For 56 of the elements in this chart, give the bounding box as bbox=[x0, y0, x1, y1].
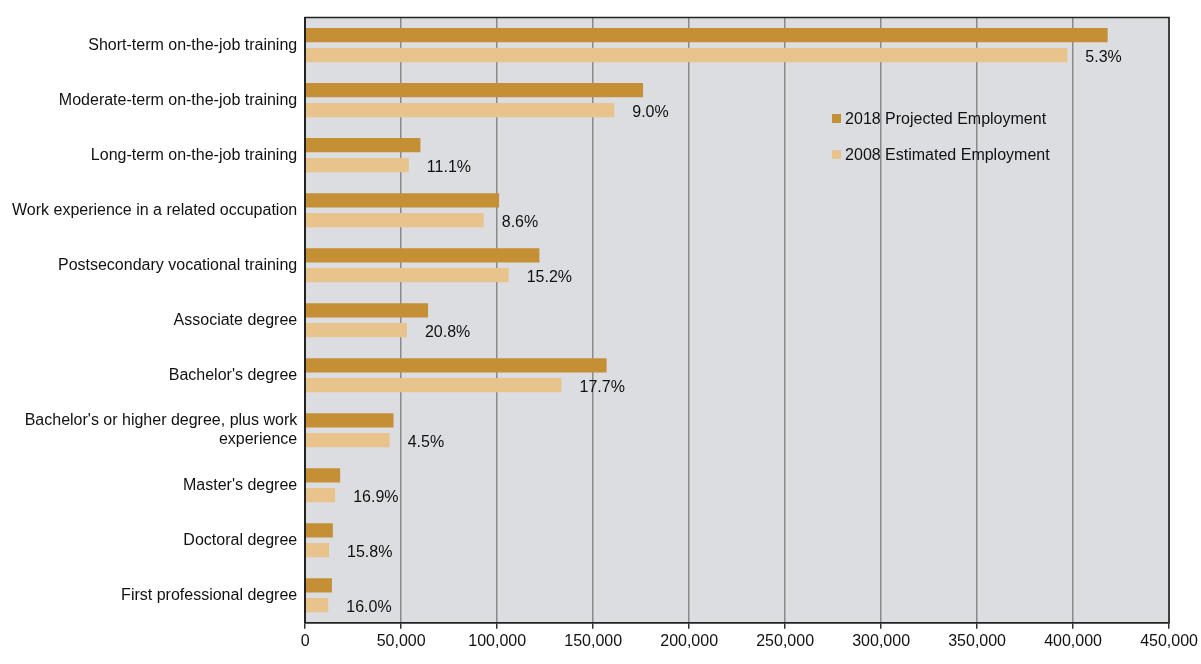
y-tick-label: Doctoral degree bbox=[183, 530, 298, 548]
annotation: 9.0% bbox=[632, 102, 669, 120]
bar bbox=[305, 47, 1068, 63]
x-tick-label: 0 bbox=[300, 631, 310, 649]
bar bbox=[305, 102, 615, 118]
bar bbox=[305, 523, 333, 538]
x-tick-label: 300,000 bbox=[852, 631, 911, 649]
annotation: 8.6% bbox=[501, 212, 539, 230]
legend-label: 2008 Estimated Employment bbox=[845, 145, 1050, 164]
annotation: 16.0% bbox=[346, 597, 392, 615]
y-tick-label: Associate degree bbox=[173, 310, 298, 328]
y-tick-label: Postsecondary vocational training bbox=[57, 255, 298, 273]
x-tick-label: 450,000 bbox=[1140, 631, 1199, 649]
bar bbox=[305, 413, 394, 428]
bar bbox=[305, 193, 500, 208]
bar bbox=[305, 433, 390, 448]
bar bbox=[305, 28, 1108, 43]
bar bbox=[305, 377, 562, 393]
annotation: 5.3% bbox=[1085, 47, 1122, 65]
annotation: 15.2% bbox=[526, 267, 573, 285]
bar bbox=[305, 157, 409, 173]
y-tick-label: Short-term on-the-job training bbox=[88, 35, 298, 53]
bar bbox=[305, 358, 607, 373]
y-tick-label: Bachelor's degree bbox=[168, 365, 298, 383]
annotation: 16.9% bbox=[353, 487, 399, 505]
annotation: 20.8% bbox=[424, 322, 471, 340]
x-tick-label: 200,000 bbox=[660, 631, 719, 649]
bar bbox=[305, 138, 421, 153]
annotation: 17.7% bbox=[579, 377, 625, 395]
y-tick-label: First professional degree bbox=[121, 585, 298, 603]
y-tick-label: Long-term on-the-job training bbox=[90, 145, 298, 163]
x-tick-label: 400,000 bbox=[1044, 631, 1103, 649]
bar bbox=[305, 267, 509, 283]
annotation: 11.1% bbox=[426, 157, 472, 175]
annotation: 4.5% bbox=[407, 432, 445, 450]
y-tick-label: Master's degree bbox=[182, 475, 298, 493]
x-tick-label: 100,000 bbox=[468, 631, 527, 649]
x-tick-label: 50,000 bbox=[376, 631, 426, 649]
x-tick-label: 150,000 bbox=[564, 631, 623, 649]
bar bbox=[305, 248, 540, 263]
bar bbox=[305, 488, 336, 503]
bar bbox=[305, 303, 429, 318]
x-tick-label: 250,000 bbox=[756, 631, 815, 649]
bar bbox=[305, 83, 644, 98]
x-tick-label: 350,000 bbox=[948, 631, 1007, 649]
bar bbox=[305, 578, 332, 593]
bar bbox=[305, 543, 330, 558]
y-tick-label: Moderate-term on-the-job training bbox=[58, 90, 298, 108]
bar bbox=[305, 212, 484, 228]
y-tick-label: Bachelor's or higher degree, plus work experience bbox=[24, 411, 299, 448]
legend-label: 2018 Projected Employment bbox=[845, 109, 1047, 128]
bar bbox=[305, 322, 407, 338]
bar bbox=[305, 468, 341, 483]
annotation: 15.8% bbox=[347, 542, 393, 560]
bar bbox=[305, 598, 329, 613]
y-tick-label: Work experience in a related occupation bbox=[12, 200, 298, 218]
